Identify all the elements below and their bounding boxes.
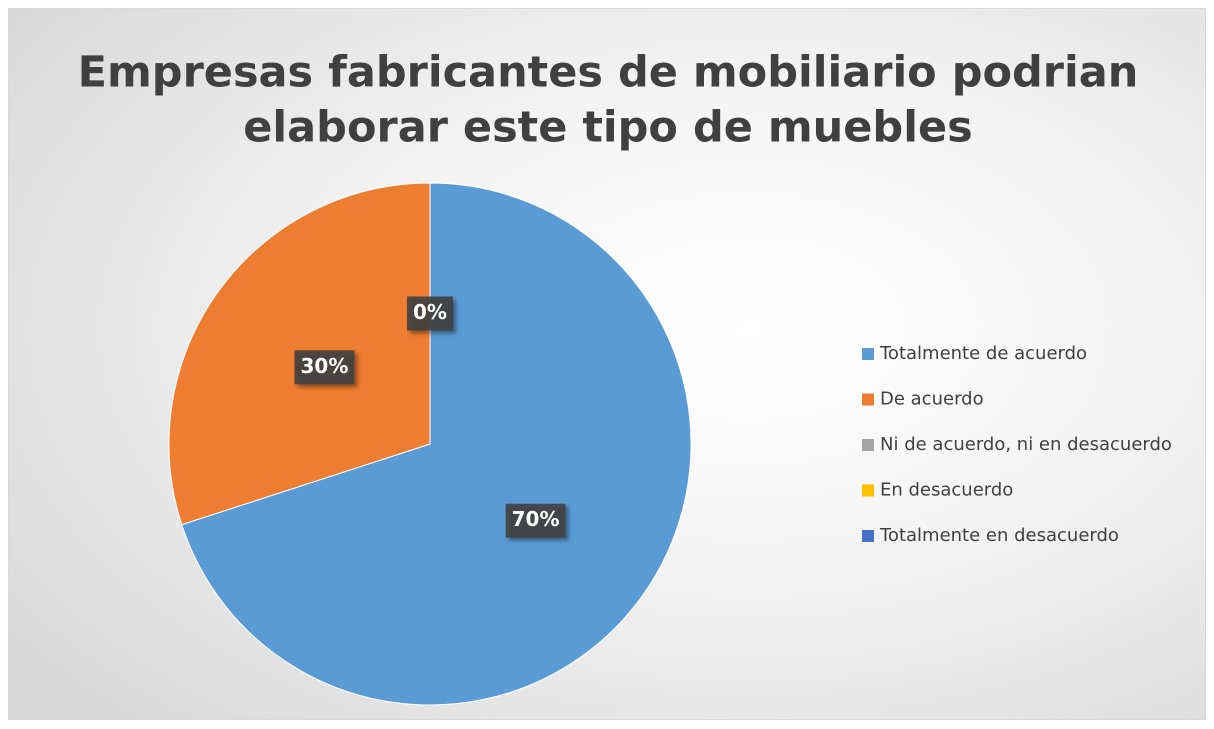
data-label-box <box>505 503 566 538</box>
pie-slice <box>181 182 692 706</box>
data-label: 30% <box>294 350 355 385</box>
data-label: 70% <box>505 503 566 538</box>
data-label-text: 30% <box>300 354 348 378</box>
data-label-text: 70% <box>512 507 560 531</box>
legend-label: En desacuerdo <box>880 480 1013 501</box>
legend-label: De acuerdo <box>880 389 984 410</box>
legend-swatch <box>862 348 874 360</box>
data-label: 0% <box>407 296 453 331</box>
legend-swatch <box>862 484 874 497</box>
legend-label: Totalmente en desacuerdo <box>879 525 1119 546</box>
data-label-box <box>294 350 355 385</box>
legend-swatch <box>862 393 874 406</box>
legend-label: Ni de acuerdo, ni en desacuerdo <box>880 434 1172 455</box>
chart-title: elaborar este tipo de muebles <box>243 103 972 153</box>
data-label-text: 0% <box>413 300 447 324</box>
legend-swatch <box>862 530 874 542</box>
chart-title: Empresas fabricantes de mobiliario podri… <box>78 48 1139 98</box>
data-label-box <box>407 296 453 331</box>
legend-swatch <box>862 439 874 451</box>
legend-label: Totalmente de acuerdo <box>879 343 1087 364</box>
